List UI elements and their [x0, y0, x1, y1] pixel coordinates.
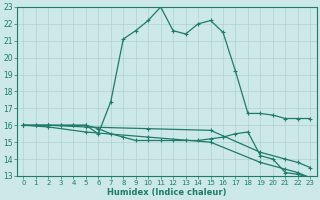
X-axis label: Humidex (Indice chaleur): Humidex (Indice chaleur) — [107, 188, 227, 197]
